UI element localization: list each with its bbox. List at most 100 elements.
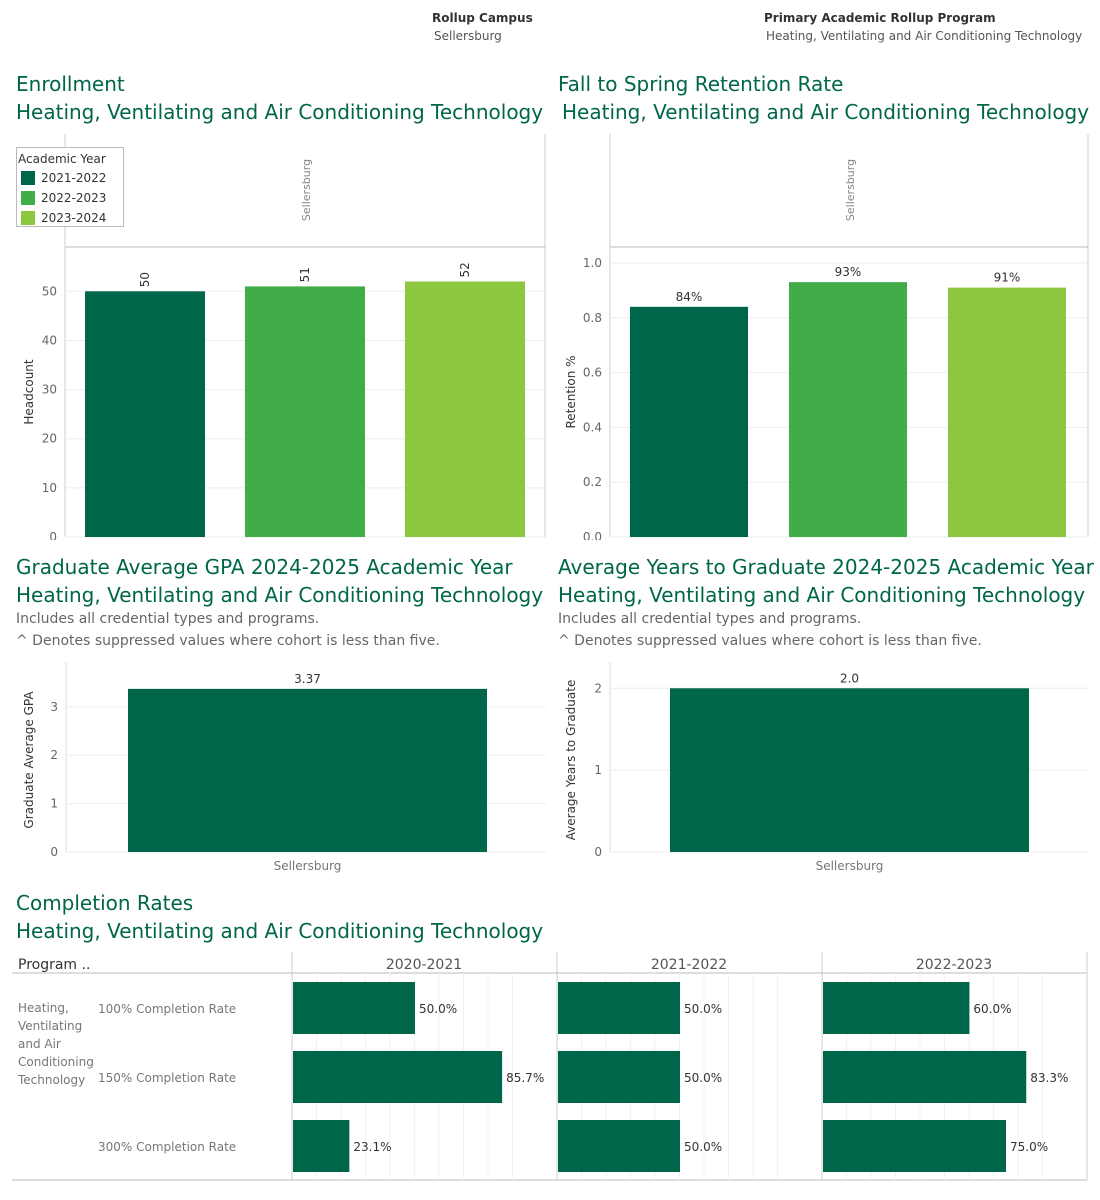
data-label: 50.0% xyxy=(684,1071,722,1085)
y-tick-label: 30 xyxy=(42,383,57,397)
enrollment-y-axis-label: Headcount xyxy=(22,359,36,425)
y-tick-label: 0.4 xyxy=(583,420,602,434)
legend-item-2022-2023[interactable]: 2022-2023 xyxy=(17,188,123,208)
y-tick-label: 2 xyxy=(594,681,602,695)
data-label: 60.0% xyxy=(973,1002,1011,1016)
completion-bar[interactable] xyxy=(823,1051,1027,1103)
bar-sellersburg[interactable] xyxy=(670,688,1029,852)
completion-bar[interactable] xyxy=(823,982,970,1034)
row-label: 300% Completion Rate xyxy=(98,1140,236,1154)
column-header: 2021-2022 xyxy=(651,957,727,973)
years-title: Average Years to Graduate 2024-2025 Acad… xyxy=(558,555,1094,579)
completion-bar[interactable] xyxy=(558,982,680,1034)
enrollment-subtitle: Heating, Ventilating and Air Conditionin… xyxy=(16,100,544,124)
completion-bar[interactable] xyxy=(558,1051,680,1103)
completion-subtitle: Heating, Ventilating and Air Conditionin… xyxy=(16,919,544,943)
gpa-note-suppressed: ^ Denotes suppressed values where cohort… xyxy=(16,633,440,649)
campus-filter-value[interactable]: Sellersburg xyxy=(434,29,502,43)
legend-label: 2023-2024 xyxy=(41,211,107,225)
legend-label: 2021-2022 xyxy=(41,171,107,185)
data-label: 85.7% xyxy=(506,1071,544,1085)
completion-bar[interactable] xyxy=(293,982,415,1034)
y-tick-label: 1 xyxy=(50,797,58,811)
enrollment-title: Enrollment xyxy=(16,72,125,96)
bar-2021-2022[interactable] xyxy=(630,306,748,537)
retention-title: Fall to Spring Retention Rate xyxy=(558,72,844,96)
data-label: 3.37 xyxy=(294,672,321,686)
retention-chart: Sellersburg 0.0 0.2 0.4 0.6 0.8 1.0 84% 93% 91%… xyxy=(564,134,1089,540)
enrollment-legend[interactable]: Academic Year 2021-2022 2022-2023 2023-2… xyxy=(16,147,124,227)
y-tick-label: 0 xyxy=(50,845,58,859)
years-y-axis-label: Average Years to Graduate xyxy=(564,680,578,841)
column-header: 2022-2023 xyxy=(916,957,992,973)
y-tick-label: 10 xyxy=(42,481,57,495)
y-tick-label: 0.0 xyxy=(583,530,602,540)
program-filter-value[interactable]: Heating, Ventilating and Air Conditionin… xyxy=(766,29,1083,43)
retention-panel-label: Sellersburg xyxy=(844,159,857,221)
data-label: 50.0% xyxy=(684,1002,722,1016)
gpa-title: Graduate Average GPA 2024-2025 Academic … xyxy=(16,555,513,579)
data-label: 50.0% xyxy=(684,1140,722,1154)
bar-2023-2024[interactable] xyxy=(405,281,525,537)
completion-bar[interactable] xyxy=(293,1120,350,1172)
completion-bar[interactable] xyxy=(823,1120,1006,1172)
legend-label: 2022-2023 xyxy=(41,191,107,205)
gpa-subtitle: Heating, Ventilating and Air Conditionin… xyxy=(16,583,544,607)
retention-subtitle: Heating, Ventilating and Air Conditionin… xyxy=(562,100,1090,124)
completion-bar[interactable] xyxy=(293,1051,503,1103)
program-name-line: Heating, xyxy=(18,1001,69,1015)
legend-item-2023-2024[interactable]: 2023-2024 xyxy=(17,208,123,228)
data-label: 23.1% xyxy=(353,1140,391,1154)
data-label: 75.0% xyxy=(1010,1140,1048,1154)
gpa-note-credentials: Includes all credential types and progra… xyxy=(16,611,320,627)
enrollment-panel-label: Sellersburg xyxy=(300,159,313,221)
column-header: 2020-2021 xyxy=(386,957,462,973)
legend-swatch-icon xyxy=(21,171,35,185)
y-tick-label: 20 xyxy=(42,432,57,446)
y-tick-label: 1.0 xyxy=(583,256,602,270)
data-label: 84% xyxy=(676,290,703,304)
y-tick-label: 0.8 xyxy=(583,311,602,325)
y-tick-label: 1 xyxy=(594,763,602,777)
y-tick-label: 50 xyxy=(42,284,57,298)
completion-bar[interactable] xyxy=(558,1120,680,1172)
years-chart: 0 1 2 2.0 Sellersburg Average Years to Grad… xyxy=(564,662,1088,873)
completion-chart: Program .. Heating, Ventilating and Air Con… xyxy=(12,952,1088,1181)
y-tick-label: 0.2 xyxy=(583,475,602,489)
y-tick-label: 40 xyxy=(42,333,57,347)
x-tick-label: Sellersburg xyxy=(274,859,342,873)
data-label: 51 xyxy=(298,267,312,282)
program-name-line: Ventilating xyxy=(18,1019,82,1033)
bar-2022-2023[interactable] xyxy=(789,282,907,537)
legend-title: Academic Year xyxy=(18,152,106,166)
years-note-suppressed: ^ Denotes suppressed values where cohort… xyxy=(558,633,982,649)
data-label: 91% xyxy=(994,271,1021,285)
program-name-line: and Air xyxy=(18,1037,61,1051)
bar-sellersburg[interactable] xyxy=(128,688,487,852)
bar-2023-2024[interactable] xyxy=(948,287,1066,537)
gpa-chart: 0 1 2 3 3.37 Sellersburg Graduate Average GP… xyxy=(22,662,546,873)
program-name-line: Conditioning xyxy=(18,1055,94,1069)
campus-filter-label: Rollup Campus xyxy=(432,11,533,25)
legend-item-2021-2022[interactable]: 2021-2022 xyxy=(17,168,123,188)
x-tick-label: Sellersburg xyxy=(816,859,884,873)
program-name-line: Technology xyxy=(17,1073,85,1087)
bar-2021-2022[interactable] xyxy=(85,291,205,537)
years-note-credentials: Includes all credential types and progra… xyxy=(558,611,862,627)
retention-y-axis-label: Retention % xyxy=(564,355,578,428)
completion-title: Completion Rates xyxy=(16,891,194,915)
years-subtitle: Heating, Ventilating and Air Conditionin… xyxy=(558,583,1086,607)
data-label: 52 xyxy=(458,262,472,277)
data-label: 50 xyxy=(138,272,152,287)
y-tick-label: 0 xyxy=(594,845,602,859)
y-tick-label: 0 xyxy=(49,530,57,540)
program-filter-label: Primary Academic Rollup Program xyxy=(764,11,996,25)
y-tick-label: 3 xyxy=(50,700,58,714)
y-tick-label: 2 xyxy=(50,748,58,762)
row-label: 150% Completion Rate xyxy=(98,1071,236,1085)
bar-2022-2023[interactable] xyxy=(245,286,365,537)
data-label: 2.0 xyxy=(840,671,859,685)
data-label: 83.3% xyxy=(1030,1071,1068,1085)
row-label: 100% Completion Rate xyxy=(98,1002,236,1016)
data-label: 93% xyxy=(835,265,862,279)
